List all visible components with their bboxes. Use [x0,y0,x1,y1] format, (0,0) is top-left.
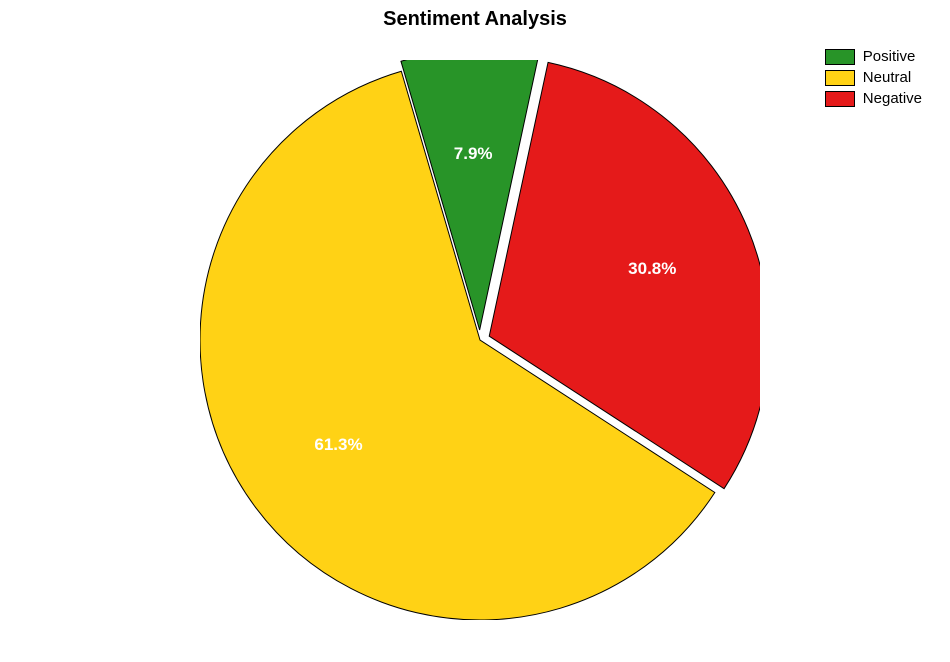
slice-label-neutral: 61.3% [314,435,362,455]
legend-item-neutral: Neutral [825,69,922,86]
slice-label-negative: 30.8% [628,259,676,279]
legend-item-positive: Positive [825,48,922,65]
slice-label-positive: 7.9% [454,144,493,164]
chart-title: Sentiment Analysis [383,8,567,31]
pie-chart-container: Sentiment Analysis Positive Neutral Negati… [0,0,950,662]
legend-swatch [825,70,855,86]
legend-swatch [825,91,855,107]
legend-label: Negative [863,90,922,107]
legend-item-negative: Negative [825,90,922,107]
legend-label: Positive [863,48,916,65]
legend-label: Neutral [863,69,911,86]
chart-legend: Positive Neutral Negative [825,48,922,111]
legend-swatch [825,49,855,65]
